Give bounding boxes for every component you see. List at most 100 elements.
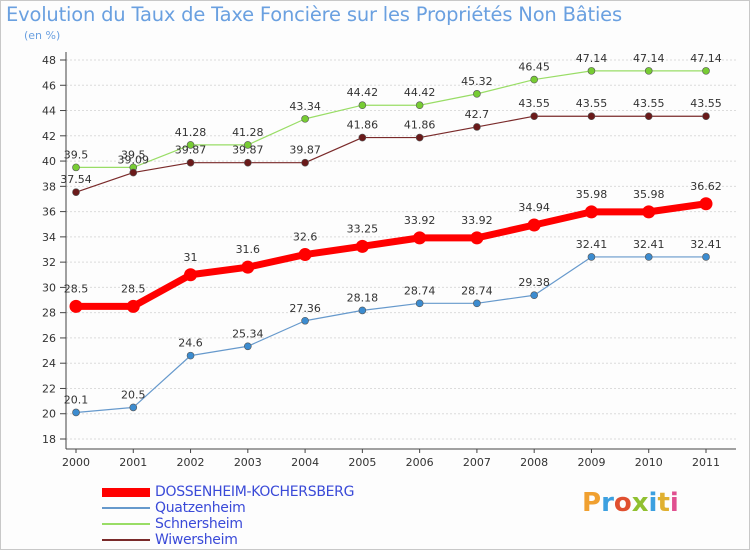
data-point (702, 112, 710, 121)
data-label: 28.74 (404, 284, 436, 297)
data-point (129, 168, 138, 177)
y-tick-label: 18 (42, 433, 56, 446)
data-point (358, 101, 367, 110)
data-point (355, 239, 369, 253)
data-label: 20.5 (121, 388, 146, 401)
unit-label: (en %) (24, 29, 61, 42)
data-point (358, 133, 367, 142)
data-point (644, 67, 653, 75)
legend-item: DOSSENHEIM-KOCHERSBERG (102, 484, 422, 500)
data-point (642, 205, 656, 219)
legend-item: Schnersheim (102, 516, 422, 532)
data-label: 44.42 (347, 86, 379, 99)
data-label: 41.28 (232, 126, 264, 139)
y-tick-label: 48 (42, 54, 56, 67)
data-label: 39.87 (175, 144, 207, 157)
data-label: 45.32 (461, 75, 493, 88)
data-point (530, 291, 538, 300)
data-label: 37.54 (60, 173, 92, 186)
data-label: 28.74 (461, 284, 493, 297)
x-tick-label: 2010 (635, 456, 663, 469)
y-tick-label: 30 (42, 281, 56, 294)
y-tick-label: 40 (42, 155, 56, 168)
data-point (473, 299, 481, 308)
data-point (69, 299, 83, 313)
data-label: 46.45 (518, 61, 550, 74)
data-point (702, 253, 710, 261)
data-label: 43.55 (576, 97, 608, 110)
data-point (301, 158, 309, 167)
data-point (473, 123, 481, 131)
series-line (76, 70, 706, 168)
legend-swatch (102, 523, 150, 525)
logo-letter: o (613, 488, 632, 518)
data-point (244, 141, 252, 149)
data-point (244, 342, 252, 351)
y-tick-label: 22 (42, 382, 56, 395)
legend-label: DOSSENHEIM-KOCHERSBERG (155, 484, 355, 500)
data-label: 47.14 (576, 52, 608, 65)
x-tick-label: 2001 (119, 456, 147, 469)
legend-label: Schnersheim (155, 516, 243, 532)
x-tick-label: 2005 (348, 456, 376, 469)
data-point (186, 158, 195, 167)
data-point (184, 268, 198, 282)
y-tick-label: 24 (42, 357, 56, 370)
logo-letter: x (631, 488, 649, 518)
data-label: 20.1 (64, 393, 89, 406)
y-tick-label: 34 (42, 231, 56, 244)
legend-swatch (102, 507, 150, 509)
data-label: 28.5 (121, 282, 146, 295)
data-point (244, 158, 252, 167)
y-tick-label: 38 (42, 180, 56, 193)
data-label: 25.34 (232, 327, 264, 340)
data-label: 31.6 (236, 243, 261, 256)
data-point (241, 260, 255, 274)
data-label: 32.6 (293, 231, 318, 244)
data-point (527, 218, 541, 232)
data-point (126, 299, 140, 313)
data-label: 24.6 (178, 337, 203, 350)
data-point (530, 112, 538, 121)
legend-label: Quatzenheim (155, 500, 246, 516)
data-label: 32.41 (633, 238, 665, 251)
series-line (76, 200, 707, 310)
x-tick-label: 2009 (577, 456, 605, 469)
data-label: 41.86 (404, 119, 436, 132)
data-label: 47.14 (633, 52, 665, 65)
data-point (301, 115, 309, 123)
x-tick-label: 2006 (406, 456, 434, 469)
data-label: 31 (184, 251, 198, 264)
legend-swatch (102, 487, 150, 497)
data-point (129, 403, 138, 412)
data-point (584, 205, 598, 219)
y-tick-label: 20 (42, 408, 56, 421)
legend-label: Wiwersheim (155, 532, 238, 548)
data-label: 43.34 (289, 100, 321, 113)
series-line (75, 115, 706, 193)
data-point (587, 112, 596, 121)
data-point (702, 67, 710, 75)
data-label: 34.94 (518, 201, 550, 214)
data-label: 32.41 (690, 238, 722, 251)
data-label: 41.28 (175, 126, 207, 139)
y-tick-label: 42 (42, 130, 56, 143)
logo-letter: t (657, 488, 670, 518)
y-tick-label: 46 (42, 79, 56, 92)
y-tick-label: 44 (42, 105, 56, 118)
data-label: 42.7 (465, 108, 490, 121)
legend-item: Quatzenheim (102, 500, 422, 516)
data-label: 35.98 (633, 188, 665, 201)
data-label: 27.36 (289, 302, 321, 315)
data-point (530, 75, 538, 84)
series-line (75, 256, 706, 414)
data-label: 28.18 (347, 291, 379, 304)
y-tick-label: 28 (42, 307, 56, 320)
data-label: 29.38 (518, 276, 550, 289)
data-label: 33.92 (404, 214, 436, 227)
data-label: 33.92 (461, 214, 493, 227)
data-label: 43.55 (690, 97, 722, 110)
data-point (72, 188, 80, 196)
legend-item: Wiwersheim (102, 532, 422, 548)
